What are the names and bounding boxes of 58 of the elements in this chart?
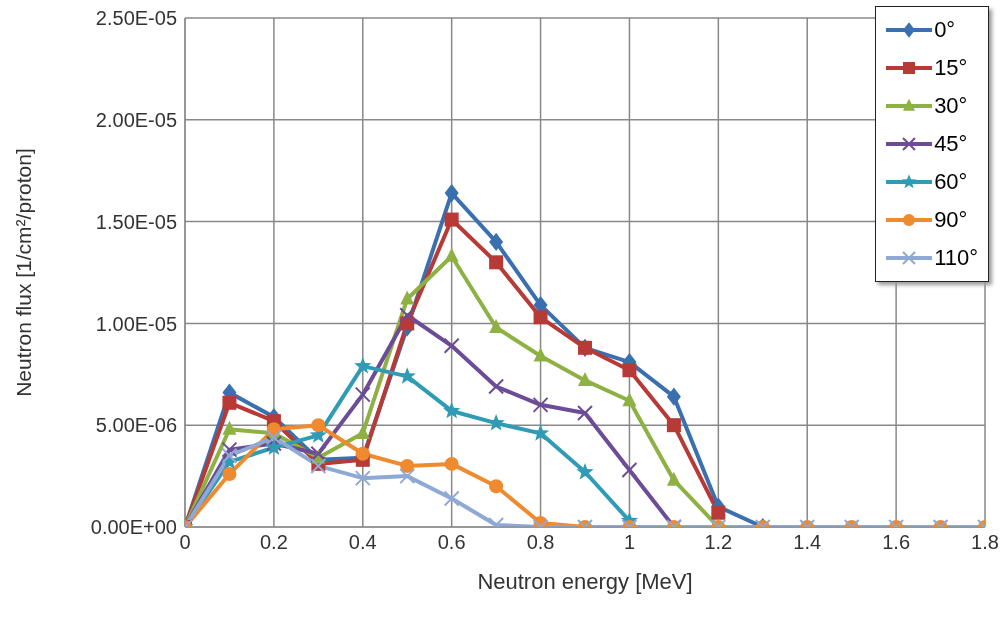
point bbox=[489, 255, 504, 270]
point bbox=[222, 395, 237, 410]
point bbox=[444, 184, 459, 203]
point bbox=[444, 212, 459, 227]
point bbox=[666, 471, 681, 486]
point bbox=[533, 347, 548, 362]
point bbox=[577, 404, 593, 421]
point bbox=[578, 372, 592, 387]
point bbox=[355, 446, 370, 461]
point bbox=[355, 424, 370, 439]
point bbox=[443, 337, 460, 354]
point bbox=[354, 386, 371, 403]
y-tick-label: 0.00E+00 bbox=[90, 516, 177, 539]
x-tick-label: 1 bbox=[623, 531, 636, 554]
x-tick-label: 1.4 bbox=[793, 531, 822, 554]
point bbox=[532, 396, 549, 413]
point bbox=[489, 232, 504, 252]
legend-label: 45° bbox=[934, 131, 968, 157]
legend-label: 15° bbox=[934, 55, 968, 81]
x-tick-label: 0.2 bbox=[259, 531, 288, 554]
point bbox=[576, 462, 594, 480]
point bbox=[666, 418, 681, 433]
y-tick-label: 5.00E-06 bbox=[95, 414, 177, 437]
y-axis-title: Neutron flux [1/cm²/proton] bbox=[12, 148, 36, 397]
legend-label: 90° bbox=[934, 207, 968, 233]
x-axis-title: Neutron energy [MeV] bbox=[477, 569, 693, 594]
point bbox=[533, 310, 548, 325]
x-tick-label: 0.6 bbox=[437, 531, 466, 554]
legend-label: 30° bbox=[934, 93, 968, 119]
point bbox=[488, 378, 505, 395]
y-tick-label: 2.00E-05 bbox=[95, 108, 177, 131]
point bbox=[221, 441, 238, 458]
x-tick-label: 1.2 bbox=[704, 531, 733, 554]
point bbox=[621, 461, 638, 478]
point bbox=[222, 420, 237, 435]
legend-label: 110° bbox=[934, 245, 978, 271]
point bbox=[400, 458, 415, 473]
y-tick-label: 1.00E-05 bbox=[95, 312, 177, 335]
point bbox=[666, 387, 681, 406]
x-tick-label: 1.6 bbox=[882, 531, 911, 554]
point bbox=[265, 429, 282, 446]
x-tick-label: 1.8 bbox=[971, 531, 999, 554]
x-tick-label: 0.4 bbox=[348, 531, 377, 554]
point bbox=[221, 447, 238, 464]
legend-label: 0° bbox=[934, 17, 956, 43]
point bbox=[399, 307, 416, 324]
y-tick-label: 1.50E-05 bbox=[95, 210, 177, 233]
point bbox=[311, 418, 326, 433]
point bbox=[354, 357, 372, 374]
legend-label: 60° bbox=[934, 169, 968, 195]
x-tick-label: 0 bbox=[179, 531, 191, 554]
point bbox=[444, 456, 459, 471]
x-tick-label: 0.8 bbox=[526, 531, 555, 554]
point bbox=[622, 392, 637, 407]
y-tick-label: 2.50E-05 bbox=[95, 7, 177, 30]
point bbox=[443, 401, 461, 419]
point bbox=[622, 363, 637, 378]
point bbox=[310, 445, 327, 462]
